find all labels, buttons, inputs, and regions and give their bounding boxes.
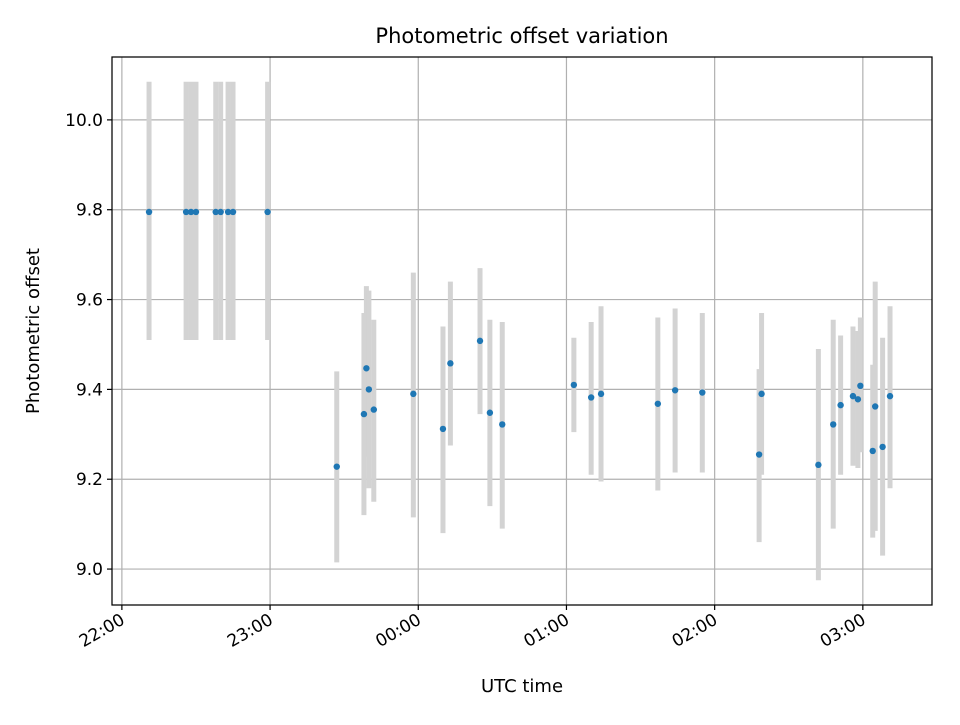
data-point <box>410 390 417 398</box>
data-point <box>830 421 837 428</box>
y-tick-label: 9.8 <box>76 201 103 221</box>
data-point <box>871 403 879 410</box>
y-axis-label: Photometric offset <box>23 248 44 414</box>
data-point <box>699 389 706 396</box>
data-point <box>815 461 822 469</box>
data-point <box>671 387 679 394</box>
data-point <box>145 208 153 216</box>
data-point <box>212 208 219 216</box>
data-point <box>264 208 271 216</box>
y-tick-label: 10.0 <box>65 111 103 131</box>
data-point <box>370 406 378 413</box>
data-point <box>486 409 494 416</box>
data-point <box>187 208 195 216</box>
data-point <box>217 208 224 216</box>
data-point <box>447 360 454 367</box>
data-point <box>879 443 886 451</box>
chart-title: Photometric offset variation <box>375 24 668 48</box>
point-layer <box>145 208 894 470</box>
data-point <box>365 386 373 393</box>
data-point <box>333 463 340 470</box>
data-point <box>758 390 765 398</box>
data-point <box>755 451 763 458</box>
data-point <box>837 401 844 409</box>
x-axis-label: UTC time <box>481 676 563 697</box>
y-tick-label: 9.4 <box>76 380 103 400</box>
data-point <box>476 337 484 345</box>
data-point <box>229 208 237 216</box>
data-point <box>224 208 232 216</box>
data-point <box>587 394 595 401</box>
data-point <box>570 381 578 389</box>
data-point <box>654 400 662 407</box>
data-point <box>182 208 190 216</box>
data-point <box>192 208 200 216</box>
data-point <box>439 425 447 433</box>
y-tick-label: 9.0 <box>76 560 103 580</box>
data-point <box>597 390 605 398</box>
data-point <box>849 392 857 400</box>
data-point <box>857 382 864 389</box>
data-point <box>886 392 894 400</box>
data-point <box>499 421 506 428</box>
data-point <box>360 410 368 418</box>
data-point <box>869 447 876 455</box>
y-tick-label: 9.2 <box>76 470 103 490</box>
data-point <box>363 365 370 372</box>
data-point <box>854 396 862 403</box>
y-tick-label: 9.6 <box>76 291 103 311</box>
plot-frame <box>111 56 933 606</box>
